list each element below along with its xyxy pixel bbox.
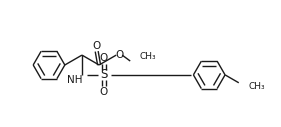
Text: O: O [115, 50, 123, 60]
Text: O: O [99, 53, 108, 63]
Text: NH: NH [67, 75, 83, 85]
Text: CH₃: CH₃ [139, 52, 156, 61]
Text: O: O [92, 41, 101, 51]
Text: O: O [99, 87, 108, 97]
Text: S: S [100, 68, 107, 81]
Text: CH₃: CH₃ [249, 82, 265, 91]
